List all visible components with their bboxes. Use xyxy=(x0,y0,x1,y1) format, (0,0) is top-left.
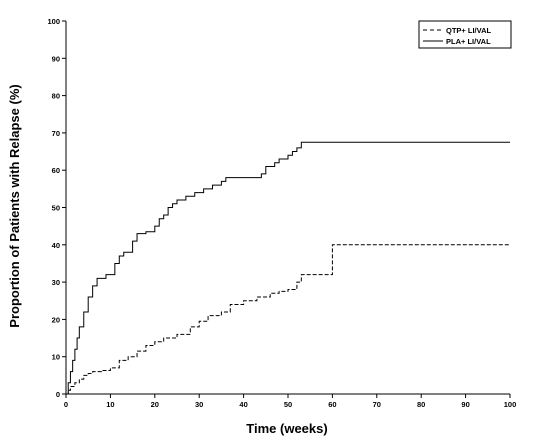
legend: QTP+ LI/VAL PLA+ LI/VAL xyxy=(418,20,512,49)
y-tick-label: 90 xyxy=(52,54,60,63)
y-tick-label: 50 xyxy=(52,204,60,213)
series-line-pla xyxy=(66,141,510,395)
series-line-qtp xyxy=(66,244,510,395)
x-tick-label: 90 xyxy=(461,400,469,409)
y-tick-label: 10 xyxy=(52,353,60,362)
x-tick-label: 10 xyxy=(106,400,114,409)
series-layer xyxy=(66,141,510,395)
y-tick-label: 100 xyxy=(47,17,60,26)
x-tick-label: 70 xyxy=(373,400,381,409)
y-tick-label: 20 xyxy=(52,315,60,324)
x-tick-label: 20 xyxy=(151,400,159,409)
y-tick-label: 80 xyxy=(52,92,60,101)
axes-layer: 0 10 20 30 40 50 60 70 80 90 100 0 10 20 30 40 50 60 70 80 9… xyxy=(47,17,516,409)
y-tick-label: 0 xyxy=(56,390,60,399)
y-tick-label: 30 xyxy=(52,278,60,287)
x-tick-label: 50 xyxy=(284,400,292,409)
legend-label-qtp: QTP+ LI/VAL xyxy=(446,26,491,35)
x-tick-label: 100 xyxy=(504,400,517,409)
legend-label-pla: PLA+ LI/VAL xyxy=(446,37,491,46)
y-tick-label: 60 xyxy=(52,166,60,175)
x-tick-label: 0 xyxy=(64,400,68,409)
x-tick-label: 80 xyxy=(417,400,425,409)
x-tick-label: 30 xyxy=(195,400,203,409)
x-tick-label: 40 xyxy=(239,400,247,409)
x-axis-title: Time (weeks) xyxy=(246,421,327,436)
x-tick-label: 60 xyxy=(328,400,336,409)
y-tick-label: 70 xyxy=(52,129,60,138)
y-axis-title: Proportion of Patients with Relapse (%) xyxy=(7,84,22,327)
y-tick-label: 40 xyxy=(52,241,60,250)
legend-box xyxy=(418,20,512,49)
